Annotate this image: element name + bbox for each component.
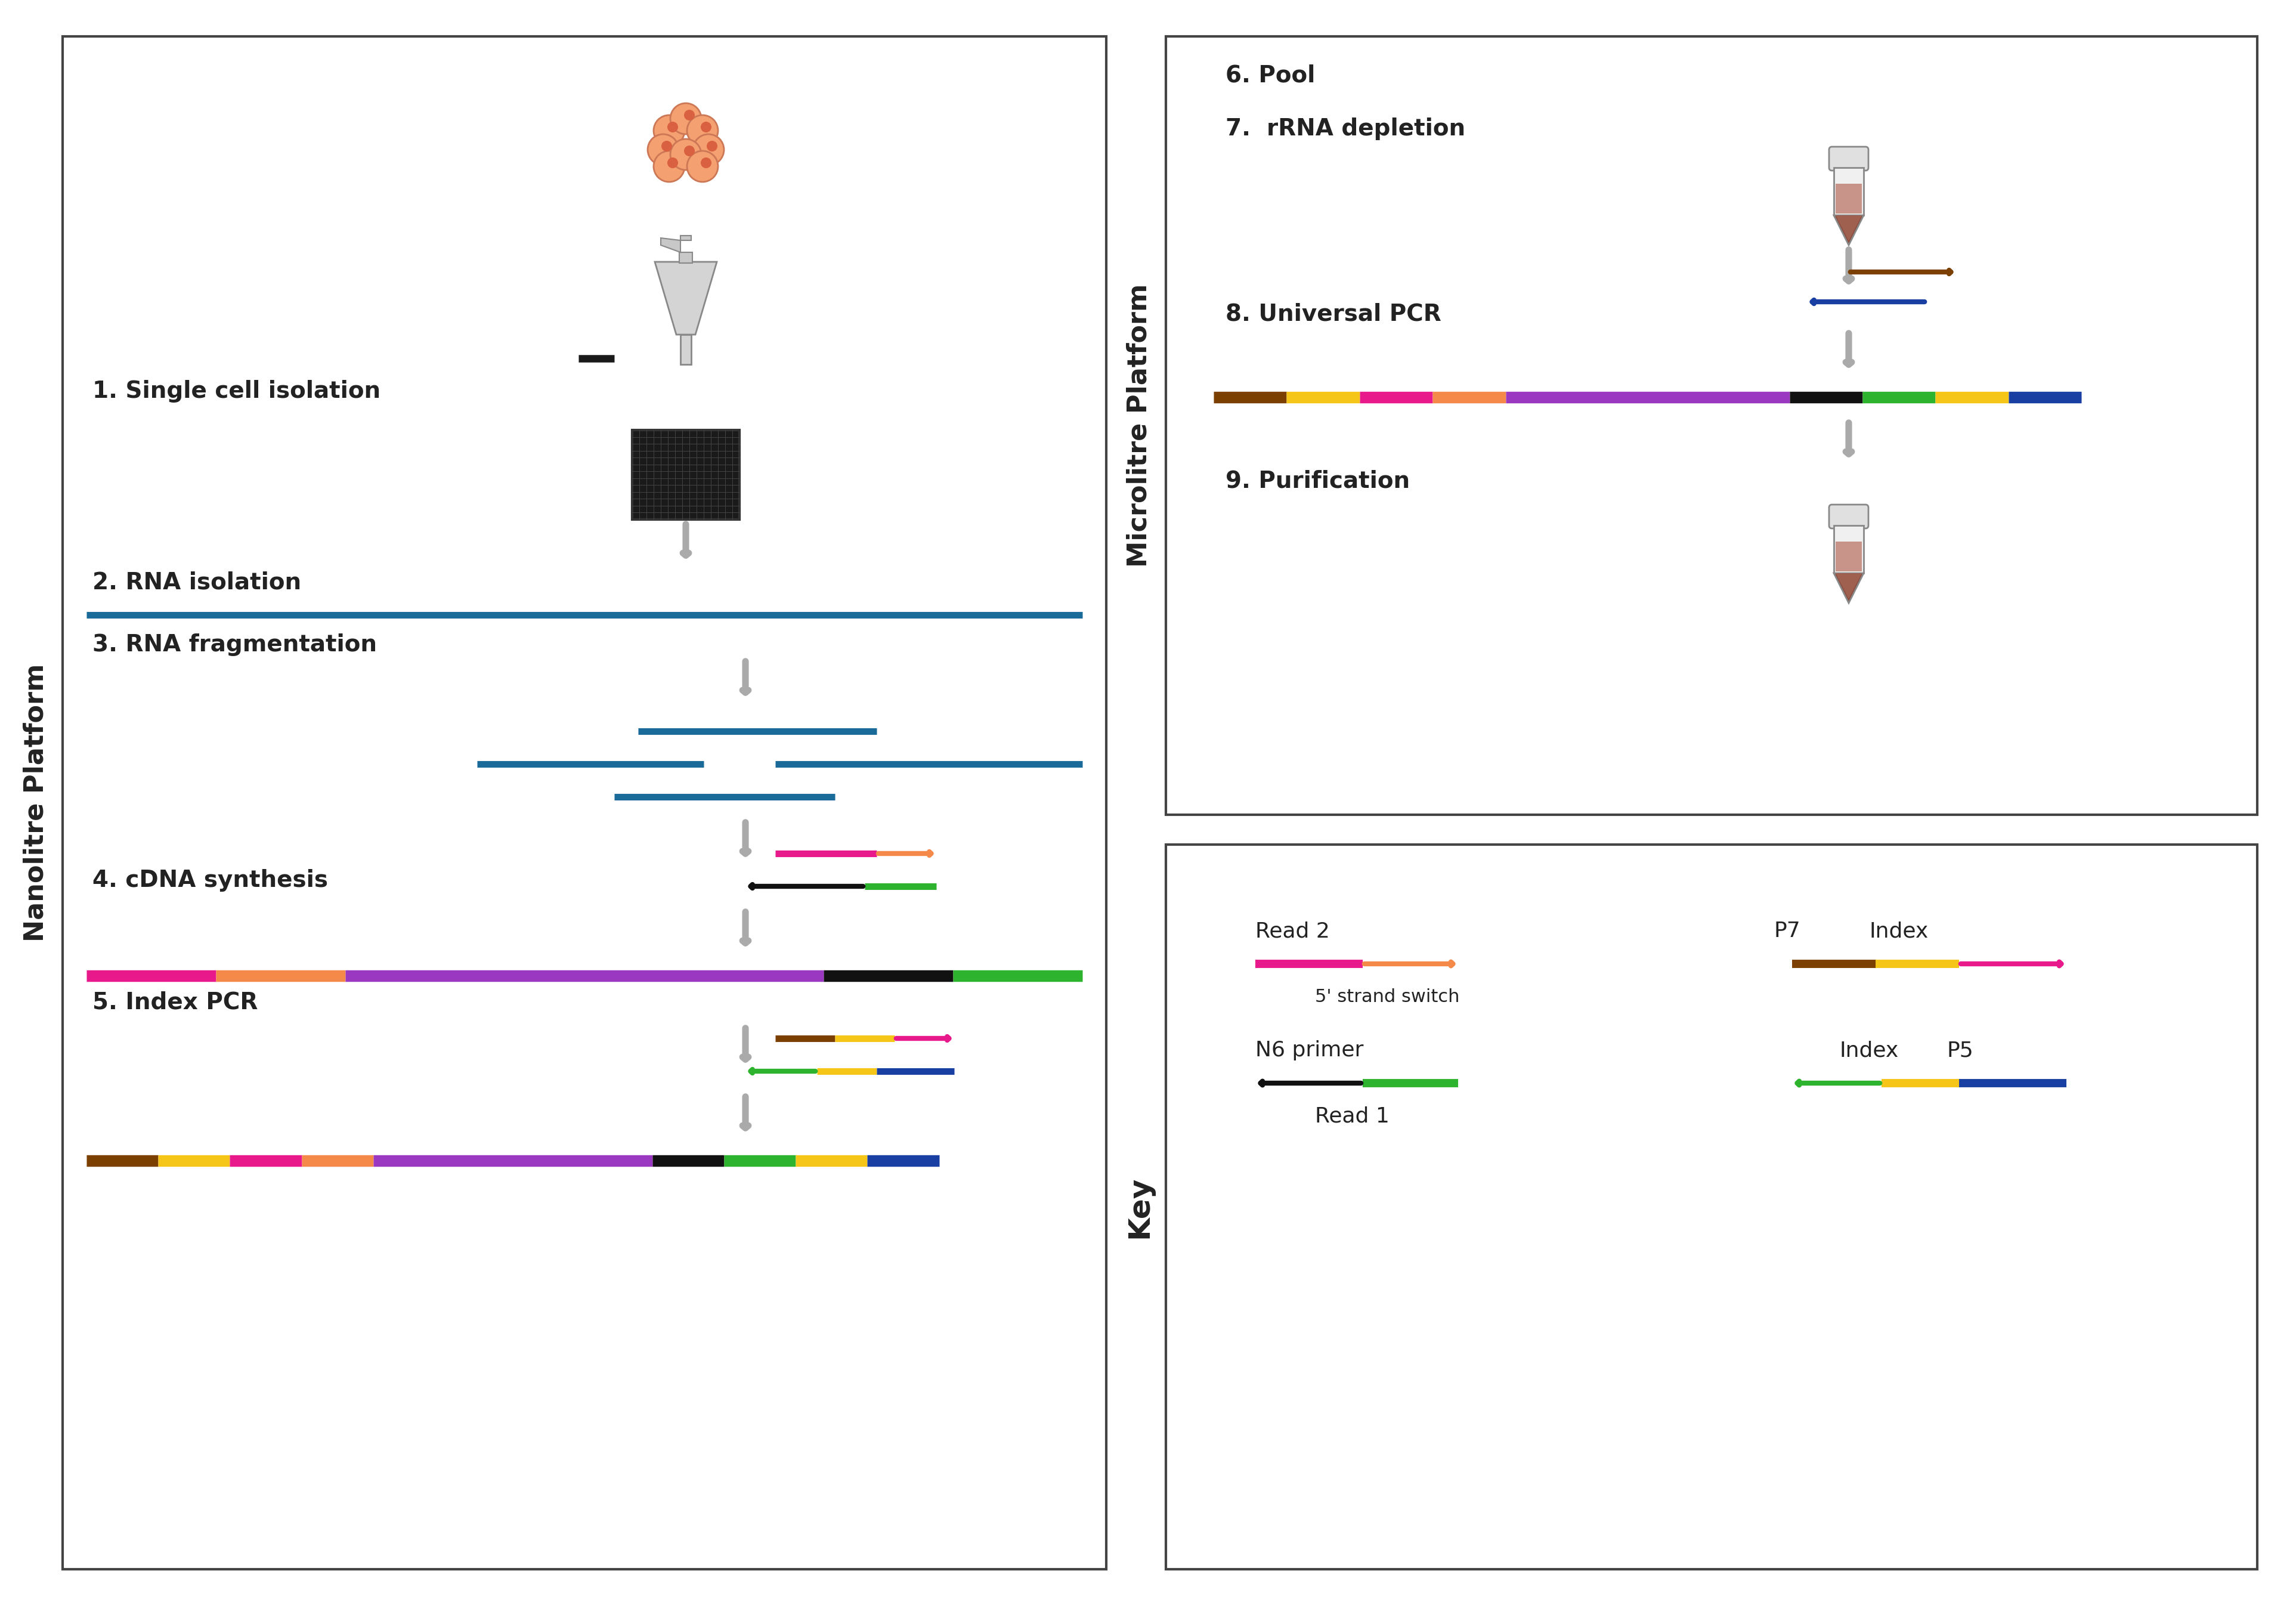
- Text: 9. Purification: 9. Purification: [1226, 470, 1410, 492]
- Circle shape: [670, 103, 700, 133]
- Circle shape: [654, 151, 684, 182]
- Circle shape: [700, 122, 712, 132]
- FancyBboxPatch shape: [631, 429, 739, 519]
- Polygon shape: [1835, 215, 1864, 244]
- FancyBboxPatch shape: [680, 252, 693, 264]
- FancyBboxPatch shape: [1830, 505, 1869, 529]
- Text: 8. Universal PCR: 8. Universal PCR: [1226, 302, 1442, 325]
- Circle shape: [654, 116, 684, 146]
- Text: 1. Single cell isolation: 1. Single cell isolation: [92, 379, 381, 402]
- Text: Key: Key: [1125, 1175, 1153, 1238]
- Circle shape: [684, 146, 696, 156]
- FancyBboxPatch shape: [1835, 526, 1864, 572]
- Text: Nanolitre Platform: Nanolitre Platform: [23, 664, 48, 942]
- FancyBboxPatch shape: [62, 37, 1107, 1569]
- Circle shape: [684, 109, 696, 121]
- Circle shape: [687, 116, 719, 146]
- Text: Microlitre Platform: Microlitre Platform: [1127, 283, 1153, 568]
- Circle shape: [707, 142, 716, 151]
- Circle shape: [700, 158, 712, 169]
- Circle shape: [647, 133, 680, 166]
- Text: Index: Index: [1869, 921, 1929, 941]
- FancyBboxPatch shape: [1835, 167, 1864, 215]
- Text: 5. Index PCR: 5. Index PCR: [92, 991, 257, 1015]
- Text: N6 primer: N6 primer: [1256, 1040, 1364, 1060]
- FancyBboxPatch shape: [1835, 183, 1862, 214]
- FancyBboxPatch shape: [1166, 37, 2257, 815]
- Text: 4. cDNA synthesis: 4. cDNA synthesis: [92, 868, 328, 892]
- Text: 2. RNA isolation: 2. RNA isolation: [92, 571, 301, 593]
- FancyBboxPatch shape: [1166, 844, 2257, 1569]
- Text: P7: P7: [1775, 921, 1800, 941]
- FancyBboxPatch shape: [680, 236, 691, 240]
- Polygon shape: [1835, 572, 1864, 603]
- Polygon shape: [661, 238, 680, 252]
- Circle shape: [670, 138, 700, 170]
- FancyBboxPatch shape: [1835, 542, 1862, 571]
- Circle shape: [693, 133, 723, 166]
- Polygon shape: [1835, 215, 1862, 241]
- Text: Read 2: Read 2: [1256, 921, 1329, 941]
- Text: P5: P5: [1947, 1040, 1975, 1060]
- Polygon shape: [1835, 572, 1862, 598]
- Text: 5' strand switch: 5' strand switch: [1316, 987, 1460, 1005]
- FancyBboxPatch shape: [1830, 146, 1869, 170]
- Text: Index: Index: [1839, 1040, 1899, 1060]
- Circle shape: [668, 122, 677, 132]
- Polygon shape: [654, 262, 716, 334]
- Text: 6. Pool: 6. Pool: [1226, 64, 1316, 87]
- Text: Read 1: Read 1: [1316, 1106, 1389, 1126]
- Circle shape: [668, 158, 677, 169]
- Circle shape: [661, 142, 673, 151]
- Text: 3. RNA fragmentation: 3. RNA fragmentation: [92, 634, 377, 656]
- Text: 7.  rRNA depletion: 7. rRNA depletion: [1226, 117, 1465, 140]
- FancyBboxPatch shape: [680, 334, 691, 365]
- Circle shape: [687, 151, 719, 182]
